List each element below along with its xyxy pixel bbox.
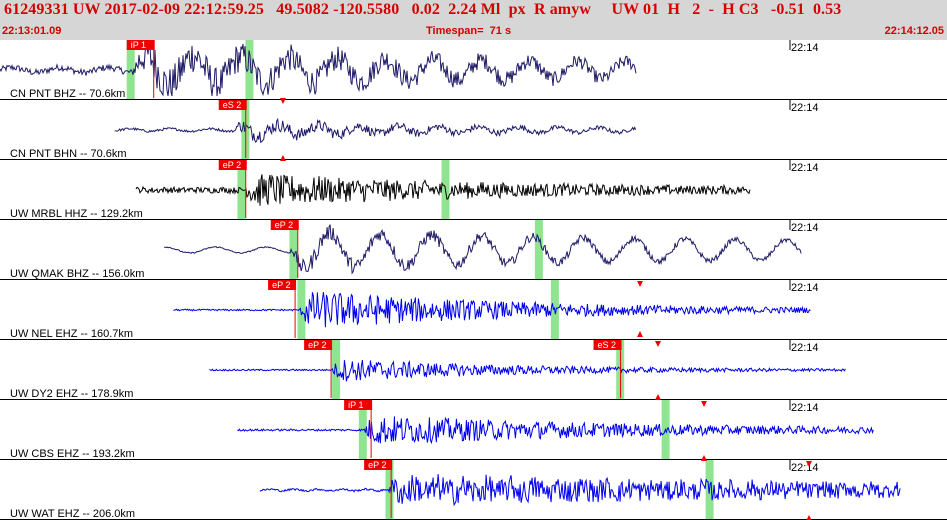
start-time-label: 22:13:01.09 xyxy=(2,25,62,37)
timespan-label: Timespan= 71 s xyxy=(426,25,512,37)
waveform-trace xyxy=(164,224,802,275)
channel-label: UW QMAK BHZ -- 156.0km xyxy=(10,268,144,280)
channel-label: UW MRBL HHZ -- 129.2km xyxy=(10,208,143,220)
waveform-trace xyxy=(135,174,751,206)
phase-pick-label: eP 2 xyxy=(368,460,386,470)
arrival-triangle-icon xyxy=(655,394,661,400)
phase-pick-label: eS 2 xyxy=(598,340,617,350)
arrival-triangle-icon xyxy=(655,341,661,347)
phase-window-band xyxy=(297,280,306,340)
phase-window-band xyxy=(534,220,543,280)
minute-mark-label: 22:14 xyxy=(791,402,819,414)
phase-pick-marker[interactable] xyxy=(344,400,373,410)
minute-mark-label: 22:14 xyxy=(791,462,819,474)
phase-pick-label: iP 1 xyxy=(348,400,363,410)
channel-row[interactable]: 22:14 eP 2 eS 2 UW DY2 EHZ -- 178.9km xyxy=(0,340,947,400)
phase-window-band xyxy=(245,40,254,100)
phase-pick-marker[interactable] xyxy=(270,220,299,230)
arrival-triangle-icon xyxy=(280,155,286,161)
channel-row[interactable]: 22:14 eP 2 UW MRBL HHZ -- 129.2km xyxy=(0,160,947,220)
channel-row[interactable]: 22:14 iP 1 CN PNT BHZ -- 70.6km xyxy=(0,40,947,100)
arrival-triangle-icon xyxy=(806,461,812,467)
arrival-triangle-icon xyxy=(701,455,707,461)
event-summary-title: 61249331 UW 2017-02-09 22:12:59.25 49.50… xyxy=(4,1,842,18)
channel-label: CN PNT BHZ -- 70.6km xyxy=(10,88,125,100)
arrival-triangle-icon xyxy=(637,331,643,337)
arrival-triangle-icon xyxy=(280,98,286,104)
channel-label: UW CBS EHZ -- 193.2km xyxy=(10,448,135,460)
phase-pick-marker[interactable] xyxy=(218,100,247,110)
minute-mark-label: 22:14 xyxy=(791,162,819,174)
end-time-label: 22:14:12.05 xyxy=(884,25,944,37)
phase-window-band xyxy=(237,160,246,220)
minute-mark-label: 22:14 xyxy=(791,222,819,234)
phase-pick-label: eP 2 xyxy=(223,160,241,170)
waveform-trace xyxy=(209,359,846,382)
arrival-triangle-icon xyxy=(637,281,643,287)
channel-label: CN PNT BHN -- 70.6km xyxy=(10,148,127,160)
phase-pick-marker[interactable] xyxy=(268,280,297,290)
channel-label: UW WAT EHZ -- 206.0km xyxy=(10,508,135,520)
minute-mark-label: 22:14 xyxy=(791,42,819,54)
channel-row[interactable]: 22:14 iP 1 UW CBS EHZ -- 193.2km xyxy=(0,400,947,460)
phase-pick-label: eP 2 xyxy=(308,340,326,350)
channel-row[interactable]: 22:14 eP 2 UW WAT EHZ -- 206.0km xyxy=(0,460,947,520)
minute-mark-label: 22:14 xyxy=(791,342,819,354)
channel-row[interactable]: 22:14 eS 2 CN PNT BHN -- 70.6km xyxy=(0,100,947,160)
arrival-triangle-icon xyxy=(806,515,812,520)
phase-pick-marker[interactable] xyxy=(593,340,622,350)
channel-row[interactable]: 22:14 eP 2 UW NEL EHZ -- 160.7km xyxy=(0,280,947,340)
waveform-trace xyxy=(173,292,811,328)
phase-pick-marker[interactable] xyxy=(364,460,393,470)
waveform-trace xyxy=(0,42,637,97)
phase-pick-label: iP 1 xyxy=(131,40,146,50)
phase-pick-label: eS 2 xyxy=(223,100,242,110)
minute-mark-label: 22:14 xyxy=(791,102,819,114)
phase-pick-marker[interactable] xyxy=(218,160,247,170)
minute-mark-label: 22:14 xyxy=(791,282,819,294)
channel-label: UW DY2 EHZ -- 178.9km xyxy=(10,388,133,400)
waveform-trace xyxy=(259,474,901,507)
phase-window-band xyxy=(289,220,298,280)
waveform-trace xyxy=(237,416,874,445)
arrival-triangle-icon xyxy=(701,401,707,407)
waveform-trace xyxy=(114,117,637,144)
phase-pick-marker[interactable] xyxy=(304,340,333,350)
phase-pick-marker[interactable] xyxy=(126,40,155,50)
channel-row[interactable]: 22:14 eP 2 UW QMAK BHZ -- 156.0km xyxy=(0,220,947,280)
phase-pick-label: eP 2 xyxy=(275,220,293,230)
seismogram-panel[interactable]: 22:14 iP 1 CN PNT BHZ -- 70.6km 22:14 eS 2 CN… xyxy=(0,40,947,520)
channel-label: UW NEL EHZ -- 160.7km xyxy=(10,328,133,340)
phase-pick-label: eP 2 xyxy=(272,280,290,290)
record-header: 61249331 UW 2017-02-09 22:12:59.25 49.50… xyxy=(0,0,947,40)
